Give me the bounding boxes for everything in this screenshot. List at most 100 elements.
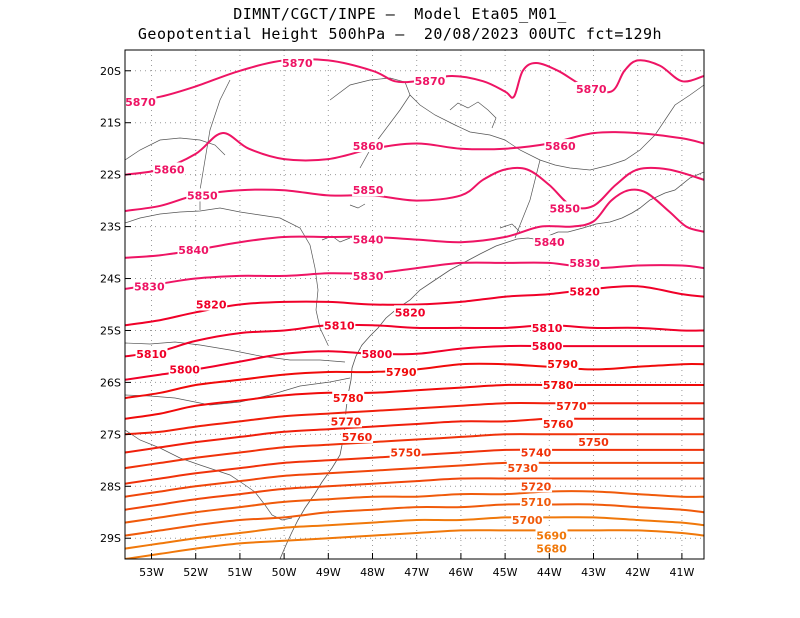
contour-label-5870: 5870 (576, 83, 607, 96)
contour-5800 (125, 344, 704, 381)
contour-5850 (125, 166, 704, 212)
x-tick-label: 44W (537, 566, 562, 579)
contour-label-5800: 5800 (362, 348, 393, 361)
contour-5770 (125, 402, 704, 436)
contour-label-5850: 5850 (549, 202, 580, 215)
contour-label-5860: 5860 (154, 163, 185, 176)
contour-label-5760: 5760 (342, 431, 373, 444)
contour-label-bg (544, 139, 577, 153)
contour-label-bg (153, 162, 186, 176)
x-tick-label: 49W (316, 566, 341, 579)
x-tick-label: 42W (625, 566, 650, 579)
contour-label-bg (546, 357, 579, 371)
contour-label-bg (531, 339, 564, 353)
x-tick-label: 50W (272, 566, 297, 579)
contour-label-5770: 5770 (331, 415, 362, 428)
reservoir-lakes (321, 101, 521, 243)
contour-label-5830: 5830 (569, 257, 600, 270)
contour-label-5820: 5820 (569, 286, 600, 299)
contour-5780 (125, 383, 704, 420)
contour-label-5800: 5800 (532, 340, 563, 353)
contour-label-bg (352, 139, 385, 153)
contour-label-5860: 5860 (353, 140, 384, 153)
contour-label-5830: 5830 (134, 280, 165, 293)
contour-label-bg (168, 362, 201, 376)
y-tick-label: 20S (100, 65, 121, 78)
contour-label-bg (568, 255, 601, 269)
contour-label-5770: 5770 (556, 400, 587, 413)
contour-label-bg (281, 55, 314, 69)
contour-label-5720: 5720 (521, 480, 552, 493)
contour-5870 (125, 58, 704, 103)
y-tick-label: 28S (100, 480, 121, 493)
contour-label-bg (520, 445, 553, 459)
contour-label-bg (389, 445, 422, 459)
contour-label-5860: 5860 (545, 140, 576, 153)
contour-label-5780: 5780 (333, 392, 364, 405)
contour-label-5850: 5850 (187, 189, 218, 202)
contour-label-5680: 5680 (536, 543, 567, 556)
x-tick-label: 48W (360, 566, 385, 579)
x-tick-label: 53W (139, 566, 164, 579)
contour-label-5870: 5870 (125, 96, 156, 109)
x-axis-ticks: 53W 52W 51W 50W 49W 48W 47W 46W 45W 44W 43W 42W 41W (139, 553, 694, 579)
x-tick-label: 45W (493, 566, 518, 579)
contour-5720 (125, 477, 704, 511)
contour-label-bg (341, 429, 374, 443)
contour-lines (125, 58, 704, 559)
contour-label-bg (186, 188, 219, 202)
x-tick-label: 46W (448, 566, 473, 579)
contour-label-bg (352, 268, 385, 282)
contour-5760 (125, 417, 704, 454)
contour-label-bg (323, 318, 356, 332)
y-tick-label: 26S (100, 376, 121, 389)
contour-5710 (125, 490, 704, 524)
contour-label-bg (332, 390, 365, 404)
chart-title-line-2: Geopotential Height 500hPa – 20/08/2023 … (137, 25, 663, 43)
contour-label-5810: 5810 (324, 319, 355, 332)
contour-label-bg (568, 284, 601, 298)
contour-label-bg (506, 461, 539, 475)
contour-5840 (125, 188, 704, 259)
plot-frame (124, 49, 705, 560)
contour-label-bg (533, 235, 566, 249)
y-axis-ticks: 20S 21S 22S 23S 24S 25S 26S 27S 28S 29S (100, 65, 131, 545)
contour-label-5850: 5850 (353, 184, 384, 197)
contour-label-bg (520, 479, 553, 493)
contour-label-bg (195, 297, 228, 311)
x-tick-label: 51W (227, 566, 252, 579)
contour-label-5690: 5690 (536, 530, 567, 543)
contour-5860 (125, 131, 704, 176)
contour-label-bg (542, 416, 575, 430)
contour-label-5700: 5700 (512, 514, 543, 527)
contour-5680 (125, 529, 704, 559)
contour-label-5840: 5840 (178, 244, 209, 257)
contour-label-5840: 5840 (534, 236, 565, 249)
y-tick-label: 24S (100, 273, 121, 286)
contour-label-bg (352, 183, 385, 197)
contour-label-5870: 5870 (415, 75, 446, 88)
contour-5690 (125, 516, 704, 550)
contour-label-bg (124, 94, 157, 108)
contour-label-5780: 5780 (543, 379, 574, 392)
y-tick-label: 22S (100, 169, 121, 182)
contour-5810 (125, 323, 704, 358)
contour-label-bg (413, 74, 446, 88)
y-tick-label: 25S (100, 324, 121, 337)
contour-label-bg (352, 232, 385, 246)
x-tick-label: 47W (404, 566, 429, 579)
contour-label-5870: 5870 (282, 57, 313, 70)
chart-title-line-1: DIMNT/CGCT/INPE – Model Eta05_M01_ (233, 5, 567, 23)
contour-label-bg (577, 435, 610, 449)
contour-label-bg (531, 320, 564, 334)
y-tick-label: 21S (100, 117, 121, 130)
contour-label-5810: 5810 (136, 348, 167, 361)
x-tick-label: 41W (669, 566, 694, 579)
contour-label-5730: 5730 (507, 462, 538, 475)
contour-label-bg (329, 414, 362, 428)
y-tick-label: 29S (100, 532, 121, 545)
contour-5700 (125, 503, 704, 537)
contour-label-5820: 5820 (395, 306, 426, 319)
